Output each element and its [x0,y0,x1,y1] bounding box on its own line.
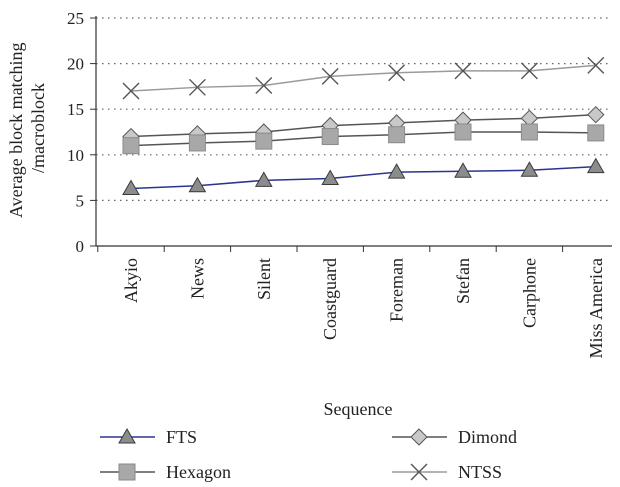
series-ntss-point [520,62,538,80]
legend-label: NTSS [458,462,502,482]
y-tick-label: 20 [67,55,84,74]
legend-item-fts: FTS [100,427,197,447]
y-tick-label: 15 [67,100,84,119]
y-tick-label: 0 [76,237,85,256]
legend-marker [410,463,428,481]
series-ntss-point [255,76,273,94]
legend-marker [118,427,136,444]
legend: FTS Dimond Hexagon NTSS [100,427,517,482]
series-hexagon-point [454,123,472,141]
x-marker-stroke [255,76,273,94]
series-hexagon-point [122,137,140,155]
axes [95,16,612,247]
series-ntss-point [388,64,406,82]
series-fts-point [254,171,273,187]
series-hexagon-point [188,134,206,152]
series-ntss-point [321,67,339,85]
series-hexagon-point [321,128,339,146]
legend-marker [118,463,136,481]
x-tick-label: Foreman [387,258,407,322]
gridlines [96,17,612,201]
series-fts [122,157,605,196]
series-hexagon-point [388,126,406,144]
series-ntss [122,56,605,100]
y-axis-ticks: 0 5 10 15 20 25 [67,9,96,256]
series-dimond-line [130,113,596,138]
x-tick-label: Stefan [453,258,473,304]
y-tick-label: 10 [67,146,84,165]
x-tick-label: Akyio [121,258,141,303]
series-ntss-point [587,56,605,74]
series-fts-point [387,163,406,179]
series-fts-point [520,161,539,177]
legend-item-ntss: NTSS [392,462,502,482]
y-axis-label-line-1: Average block matching [6,42,26,218]
series-fts-point [454,162,472,178]
x-tick-label: Carphone [519,258,539,328]
series-fts-point [586,157,605,174]
x-marker-stroke [454,62,472,80]
x-axis-ticks: Akyio News Silent Coastguard Foreman Stefan Ca… [97,246,606,359]
x-tick-label: Silent [254,258,274,300]
x-marker-stroke [587,56,605,74]
x-marker-stroke [188,78,206,96]
y-tick-label: 5 [76,191,85,210]
x-marker-stroke [410,463,428,481]
y-axis-label-line-2: /macroblock [28,83,48,173]
x-tick-label: Miss America [586,258,606,359]
series-fts-line [130,165,596,190]
series-ntss-point [454,62,472,80]
x-marker-stroke [520,62,538,80]
x-tick-label: Coastguard [320,258,340,340]
x-marker-stroke [122,82,140,100]
series-hexagon-line [130,131,596,147]
legend-label: Hexagon [166,462,231,482]
series-ntss-point [122,82,140,100]
series-fts-point [188,176,207,193]
y-tick-label: 25 [67,9,84,28]
series-ntss-point [188,78,206,96]
series-hexagon [122,123,605,155]
x-marker-stroke [321,67,339,85]
legend-item-dimond: Dimond [392,427,517,447]
legend-item-hexagon: Hexagon [100,462,231,482]
x-marker-stroke [388,64,406,82]
series-fts-point [321,169,340,186]
legend-marker [410,428,428,446]
series-hexagon-point [255,132,273,150]
x-tick-label: News [187,258,207,299]
y-axis-label: Average block matching /macroblock [6,38,48,218]
series-group [122,56,605,196]
legend-label: FTS [166,427,197,447]
series-fts-point [122,179,140,196]
series-hexagon-point [587,124,605,142]
x-axis-label: Sequence [324,399,393,419]
legend-label: Dimond [458,427,517,447]
series-ntss-line [130,64,596,92]
series-hexagon-point [520,123,538,141]
series-dimond-point [587,105,605,124]
